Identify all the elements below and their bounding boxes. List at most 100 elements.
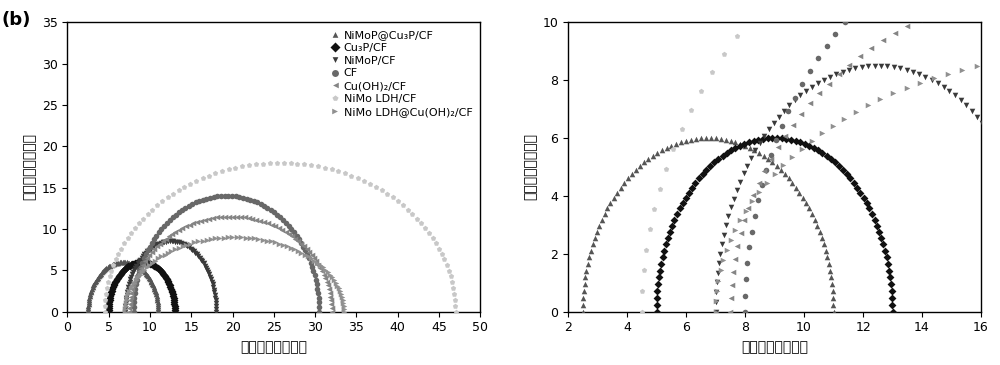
Point [306,255,322,261]
Point [666,217,682,223]
Point [746,138,762,144]
Point [646,206,662,212]
Point [769,135,785,141]
Point [776,108,792,114]
Point [587,235,603,241]
Point [101,299,117,305]
Point [649,295,665,301]
Point [822,74,838,80]
Point [242,197,258,203]
Point [164,289,180,295]
Point [197,217,213,223]
Point [316,272,332,278]
Point [124,261,140,267]
Point [784,154,800,160]
Point [317,165,333,171]
Point [924,10,940,16]
Point [142,244,158,250]
Point [825,288,841,294]
Point [148,242,164,248]
Point [267,223,283,229]
Point [164,231,180,237]
Point [751,180,767,186]
Point [958,103,974,108]
Point [182,181,198,187]
Point [110,260,126,265]
Point [727,227,743,233]
Text: (b): (b) [1,11,31,29]
Point [89,276,105,282]
Point [157,273,173,279]
Point [182,222,198,228]
Point [246,235,262,241]
Point [238,235,254,241]
Point [723,204,739,210]
Point [135,262,151,268]
Point [200,269,216,275]
Point [892,65,908,71]
Point [199,237,215,243]
Point [798,88,814,94]
Point [132,257,148,262]
Point [124,283,140,288]
Point [216,235,232,241]
Point [131,264,147,270]
Point [723,295,739,301]
Point [665,146,681,152]
Point [324,305,340,311]
Point [133,264,149,270]
Point [708,135,724,141]
Point [209,193,225,199]
Point [171,187,187,193]
Point [171,227,187,233]
Point [580,261,596,267]
Point [780,108,796,114]
Point [131,258,147,264]
Point [645,153,661,159]
Point [678,195,694,201]
Point [140,273,156,279]
Point [154,269,170,275]
Point [92,272,108,278]
Point [205,215,221,221]
Point [143,279,159,285]
Point [312,265,328,271]
Point [81,297,97,303]
Point [297,247,313,253]
Point [334,294,350,300]
Point [150,303,166,309]
Point [148,289,164,295]
Point [157,251,173,257]
Point [185,220,201,226]
Point [97,303,113,309]
Point [118,303,134,309]
Point [732,179,748,185]
Point [127,225,143,231]
Point [105,261,121,267]
Point [311,309,327,315]
Point [804,138,820,144]
Point [887,30,903,36]
Point [311,295,327,301]
Point [781,176,797,181]
Point [159,220,175,226]
Point [736,217,752,223]
Point [718,223,734,228]
Point [103,291,119,297]
Point [124,261,140,266]
Point [162,238,178,244]
Point [171,209,187,215]
Point [122,279,138,285]
Point [867,63,883,69]
Point [117,306,133,312]
Point [176,184,192,190]
Point [274,227,290,233]
Point [969,114,985,120]
Point [135,253,151,259]
Point [115,268,131,274]
Point [856,195,872,201]
Point [150,301,166,307]
Point [191,198,207,204]
Point [710,156,726,162]
Point [184,247,200,253]
